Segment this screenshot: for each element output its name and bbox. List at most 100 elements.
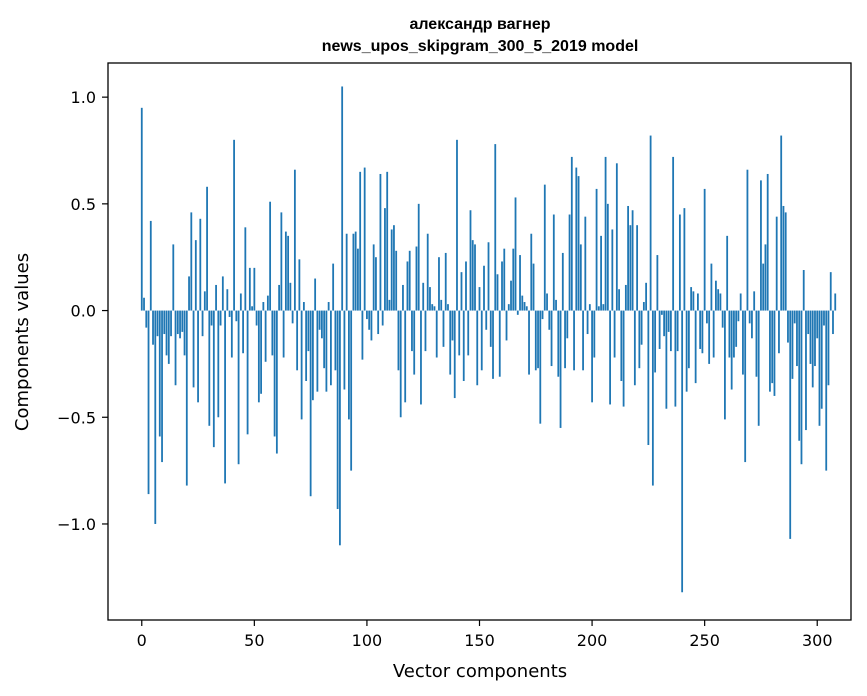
- bar-49: [251, 306, 253, 311]
- bar-266: [739, 293, 742, 311]
- bar-13: [170, 310, 172, 337]
- bar-254: [712, 310, 715, 358]
- bar-51: [255, 310, 258, 326]
- bar-292: [798, 310, 801, 441]
- bar-20: [185, 310, 188, 486]
- bar-115: [399, 310, 402, 418]
- bar-221: [638, 310, 641, 369]
- bar-267: [742, 310, 744, 375]
- bar-187: [561, 252, 564, 311]
- bar-74: [307, 310, 310, 352]
- bar-231: [660, 310, 663, 315]
- bar-295: [805, 310, 807, 431]
- bar-21: [188, 276, 190, 311]
- bar-151: [480, 310, 483, 371]
- bar-236: [672, 156, 675, 311]
- bar-239: [678, 214, 681, 311]
- bar-214: [622, 310, 625, 407]
- bar-211: [615, 163, 618, 311]
- bar-271: [751, 310, 753, 339]
- bar-64: [284, 231, 287, 311]
- bar-294: [802, 270, 805, 311]
- bar-55: [264, 310, 267, 362]
- bar-248: [699, 310, 702, 349]
- bar-7: [156, 310, 159, 337]
- bar-206: [604, 156, 607, 311]
- bar-190: [568, 214, 571, 311]
- bar-150: [478, 287, 481, 311]
- bar-108: [384, 208, 386, 311]
- bar-16: [176, 310, 179, 335]
- bar-240: [681, 310, 684, 593]
- bar-9: [161, 310, 163, 463]
- bar-100: [366, 310, 368, 320]
- bar-172: [528, 310, 530, 375]
- bar-199: [588, 304, 591, 311]
- bar-170: [523, 302, 526, 311]
- x-tick-label: 0: [137, 631, 147, 650]
- bar-167: [516, 310, 519, 315]
- bar-83: [327, 302, 330, 311]
- bar-94: [352, 233, 355, 311]
- bar-24: [194, 240, 197, 311]
- bar-293: [800, 310, 803, 465]
- bar-141: [458, 310, 461, 356]
- bar-244: [690, 287, 693, 311]
- bar-186: [559, 310, 562, 428]
- bar-116: [402, 284, 404, 311]
- y-axis-ticks: −1.0 −0.5 0.0 0.5 1.0: [57, 88, 108, 534]
- bar-77: [314, 278, 317, 311]
- bar-12: [167, 310, 170, 364]
- bar-279: [769, 310, 771, 392]
- bar-176: [537, 310, 539, 369]
- bar-162: [505, 310, 508, 341]
- bar-174: [532, 263, 535, 311]
- bar-235: [669, 310, 672, 352]
- bar-101: [368, 310, 371, 330]
- bar-1: [143, 297, 145, 311]
- bar-3: [147, 310, 150, 495]
- bar-2: [145, 310, 148, 328]
- bar-224: [645, 282, 648, 311]
- x-tick-label: 150: [464, 631, 495, 650]
- bar-225: [647, 310, 650, 446]
- bar-107: [381, 310, 384, 326]
- bar-269: [746, 169, 749, 311]
- bar-253: [710, 263, 713, 311]
- bar-182: [550, 310, 553, 367]
- bar-192: [573, 310, 575, 371]
- bars-group: [140, 86, 837, 593]
- bar-27: [201, 310, 204, 337]
- bar-48: [248, 267, 251, 311]
- bar-125: [422, 282, 425, 311]
- bar-34: [217, 310, 220, 418]
- bar-146: [469, 210, 472, 311]
- bar-0: [140, 107, 143, 311]
- bar-113: [395, 250, 398, 311]
- bar-129: [431, 304, 434, 311]
- bar-60: [275, 310, 278, 454]
- bar-118: [406, 261, 409, 311]
- bar-61: [278, 284, 281, 311]
- bar-67: [291, 310, 294, 324]
- bar-42: [235, 310, 238, 322]
- bar-156: [492, 310, 494, 379]
- bar-204: [600, 235, 602, 311]
- bar-307: [832, 310, 834, 335]
- bar-148: [474, 244, 476, 311]
- bar-127: [426, 233, 429, 311]
- bar-87: [336, 310, 339, 510]
- bar-291: [796, 310, 798, 367]
- bar-175: [534, 310, 537, 371]
- bar-140: [456, 139, 458, 311]
- bar-68: [293, 169, 296, 311]
- bar-286: [784, 212, 787, 311]
- bar-273: [755, 310, 758, 377]
- bar-97: [359, 171, 362, 311]
- bar-120: [411, 310, 413, 352]
- bar-139: [453, 310, 456, 399]
- bar-226: [649, 135, 652, 311]
- bar-207: [606, 203, 609, 311]
- bar-154: [487, 242, 490, 311]
- bar-117: [404, 310, 407, 403]
